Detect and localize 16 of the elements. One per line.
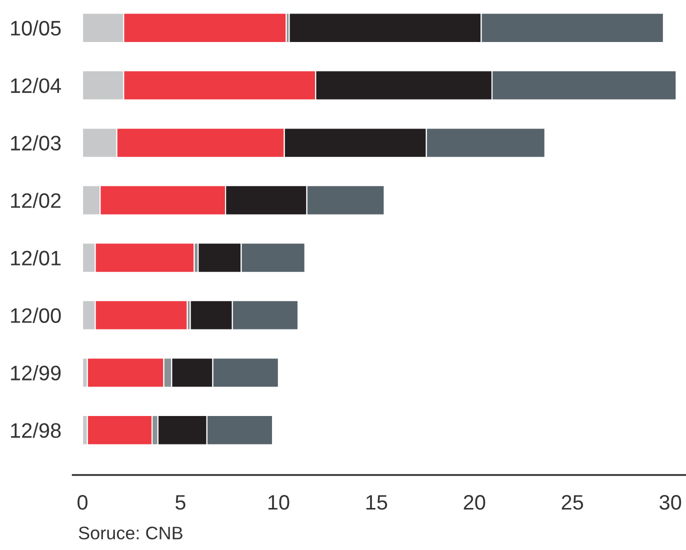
text: Soruce: CNB — [78, 526, 182, 540]
x-tick-label: 0 — [78, 494, 88, 510]
y-tick-label: 12/00 — [11, 308, 61, 323]
x-tick-label: 15 — [366, 495, 388, 510]
x-tick-label: 10 — [268, 494, 290, 510]
y-tick-label: 12/99 — [11, 365, 61, 380]
x-tick-label: 25 — [562, 494, 584, 510]
y-tick-label: 12/02 — [11, 192, 61, 208]
y-tick-label: 12/01 — [11, 250, 61, 266]
x-tick-label: 30 — [660, 494, 682, 510]
y-tick-label: 12/98 — [11, 422, 61, 438]
x-tick-label: 5 — [176, 495, 186, 510]
x-tick-label: 20 — [464, 494, 486, 510]
y-tick-label: 10/05 — [11, 20, 61, 36]
y-tick-label: 12/04 — [11, 78, 61, 94]
y-tick-label: 12/03 — [11, 135, 61, 151]
